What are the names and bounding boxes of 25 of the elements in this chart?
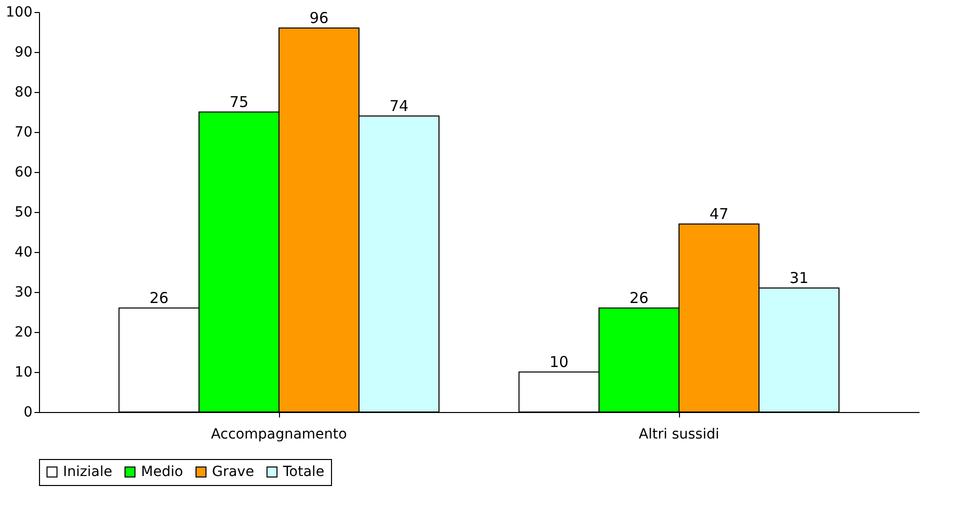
y-tick-label: 40 [14, 244, 32, 260]
legend-label: Totale [282, 464, 324, 480]
y-tick-label: 50 [14, 204, 32, 220]
legend-label: Grave [212, 464, 254, 480]
x-tick-label: Altri sussidi [638, 426, 720, 442]
y-tick-label: 30 [14, 284, 32, 300]
y-tick-label: 60 [14, 164, 32, 180]
data-label: 47 [709, 205, 729, 223]
legend-label: Iniziale [63, 464, 112, 480]
data-label: 10 [549, 353, 569, 371]
data-label: 26 [149, 289, 169, 307]
data-label: 96 [309, 9, 329, 27]
data-label: 31 [789, 269, 809, 287]
legend-label: Medio [141, 464, 184, 480]
y-tick-label: 10 [14, 364, 32, 380]
data-label: 26 [629, 289, 649, 307]
y-tick-label: 70 [14, 124, 32, 140]
y-tick-label: 80 [14, 84, 32, 100]
data-label: 74 [389, 97, 409, 115]
x-tick-label: Accompagnamento [211, 426, 347, 442]
data-label: 75 [229, 93, 249, 111]
y-tick-label: 100 [6, 4, 32, 20]
y-tick-label: 0 [24, 404, 32, 420]
y-tick-label: 20 [14, 324, 32, 340]
y-tick-label: 90 [14, 44, 32, 60]
